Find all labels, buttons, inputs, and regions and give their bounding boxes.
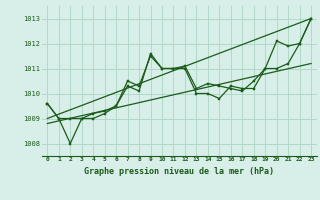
X-axis label: Graphe pression niveau de la mer (hPa): Graphe pression niveau de la mer (hPa) xyxy=(84,167,274,176)
